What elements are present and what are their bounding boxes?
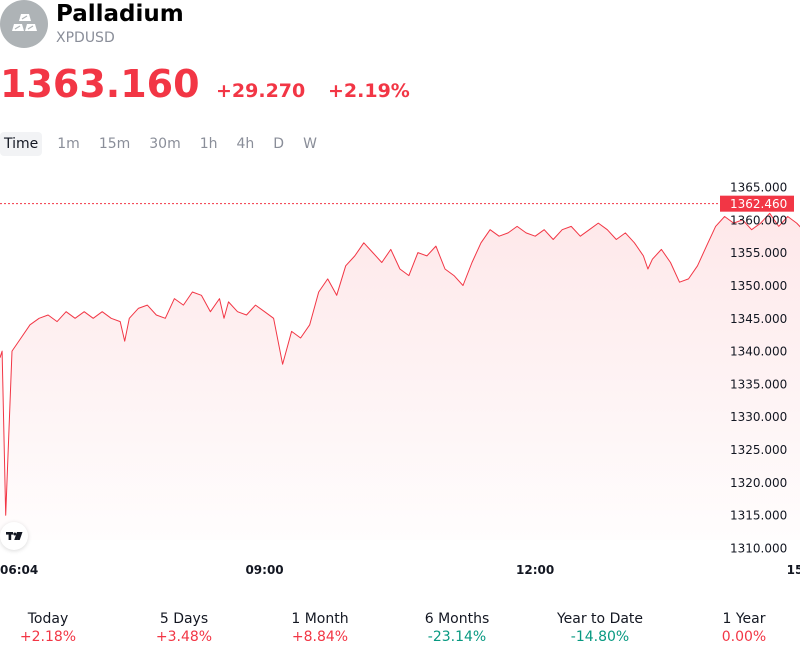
performance-label: 1 Month (291, 611, 349, 627)
performance-value: 0.00% (721, 629, 767, 645)
price-chart[interactable]: 1362.460 1365.000 1360.000 1355.000 1350.00… (0, 170, 800, 590)
y-tick-label: 1335.000 (730, 377, 787, 391)
y-tick-label: 1360.000 (730, 213, 787, 227)
plot-area: 1362.460 (0, 195, 800, 540)
performance-1-month[interactable]: 1 Month +8.84% (265, 610, 375, 646)
y-tick-label: 1350.000 (730, 279, 787, 293)
y-tick-label: 1315.000 (730, 509, 787, 523)
performance-today[interactable]: Today +2.18% (0, 610, 103, 646)
performance-label: 6 Months (424, 611, 490, 627)
performance-value: +3.48% (155, 629, 213, 645)
timeframe-tab[interactable]: 1m (57, 136, 80, 152)
instrument-logo (0, 0, 48, 48)
x-axis: 06:04 09:00 12:00 15:00 (0, 563, 800, 577)
y-tick-label: 1310.000 (730, 542, 787, 556)
y-tick-label: 1325.000 (730, 443, 787, 457)
timeframe-tab[interactable]: 1h (199, 136, 218, 152)
performance-1-year[interactable]: 1 Year 0.00% (689, 610, 799, 646)
performance-bar: Today +2.18% 5 Days +3.48% 1 Month +8.84… (0, 610, 800, 650)
timeframe-tab[interactable]: 15m (98, 136, 131, 152)
price-line (0, 212, 800, 516)
timeframe-tab[interactable]: Time (0, 132, 43, 156)
timeframe-tab[interactable]: 4h (236, 136, 255, 152)
x-tick-label: 06:04 (0, 563, 38, 577)
performance-value: +8.84% (291, 629, 349, 645)
performance-year-to-date[interactable]: Year to Date -14.80% (545, 610, 655, 646)
tradingview-logo[interactable] (0, 522, 28, 550)
metal-bars-icon (12, 14, 37, 31)
performance-label: Today (27, 611, 69, 627)
y-tick-label: 1365.000 (730, 181, 787, 195)
y-axis: 1365.000 1360.000 1355.000 1350.000 1345.000… (730, 181, 787, 556)
current-price: 1363.160 (0, 62, 200, 106)
performance-label: Year to Date (556, 611, 644, 627)
performance-6-months[interactable]: 6 Months -23.14% (402, 610, 512, 646)
x-tick-label: 12:00 (516, 563, 554, 577)
y-tick-label: 1355.000 (730, 246, 787, 260)
timeframe-tab[interactable]: 30m (149, 136, 181, 152)
price-change-percent: +2.19% (328, 80, 410, 102)
y-tick-label: 1345.000 (730, 312, 787, 326)
instrument-name: Palladium (56, 1, 184, 27)
performance-value: -14.80% (570, 629, 630, 645)
x-tick-label: 15:00 (787, 563, 800, 577)
last-price-badge (720, 195, 794, 212)
price-change: +29.270 (216, 80, 306, 102)
last-price-label: 1362.460 (730, 197, 787, 211)
performance-value: -23.14% (427, 629, 487, 645)
instrument-symbol: XPDUSD (56, 30, 115, 46)
price-area-fill (0, 213, 800, 540)
tradingview-icon (6, 532, 23, 540)
performance-value: +2.18% (19, 629, 77, 645)
performance-label: 5 Days (159, 611, 209, 627)
y-tick-label: 1320.000 (730, 476, 787, 490)
performance-5-days[interactable]: 5 Days +3.48% (129, 610, 239, 646)
timeframe-tab[interactable]: D (273, 136, 285, 152)
y-tick-label: 1340.000 (730, 345, 787, 359)
timeframe-tab[interactable]: W (303, 136, 317, 152)
performance-label: 1 Year (722, 611, 766, 627)
y-tick-label: 1330.000 (730, 410, 787, 424)
timeframe-tabs: Time 1m 15m 30m 1h 4h D W (0, 132, 332, 156)
x-tick-label: 09:00 (245, 563, 283, 577)
